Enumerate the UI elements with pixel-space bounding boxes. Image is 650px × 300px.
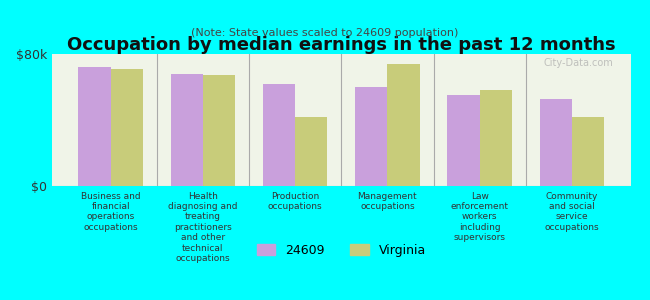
Bar [387,64,420,186]
Bar [480,90,512,186]
Text: (Note: State values scaled to 24609 population): (Note: State values scaled to 24609 popu… [191,28,459,38]
Bar [263,84,295,186]
Bar [540,98,572,186]
Text: City-Data.com: City-Data.com [543,58,613,68]
Bar [203,76,235,186]
Bar [295,117,328,186]
Bar [111,69,143,186]
Bar [355,87,387,186]
Bar [170,74,203,186]
Legend: 24609, Virginia: 24609, Virginia [252,238,431,262]
Bar [78,67,111,186]
Title: Occupation by median earnings in the past 12 months: Occupation by median earnings in the pas… [67,36,616,54]
Bar [447,95,480,186]
Bar [572,117,604,186]
